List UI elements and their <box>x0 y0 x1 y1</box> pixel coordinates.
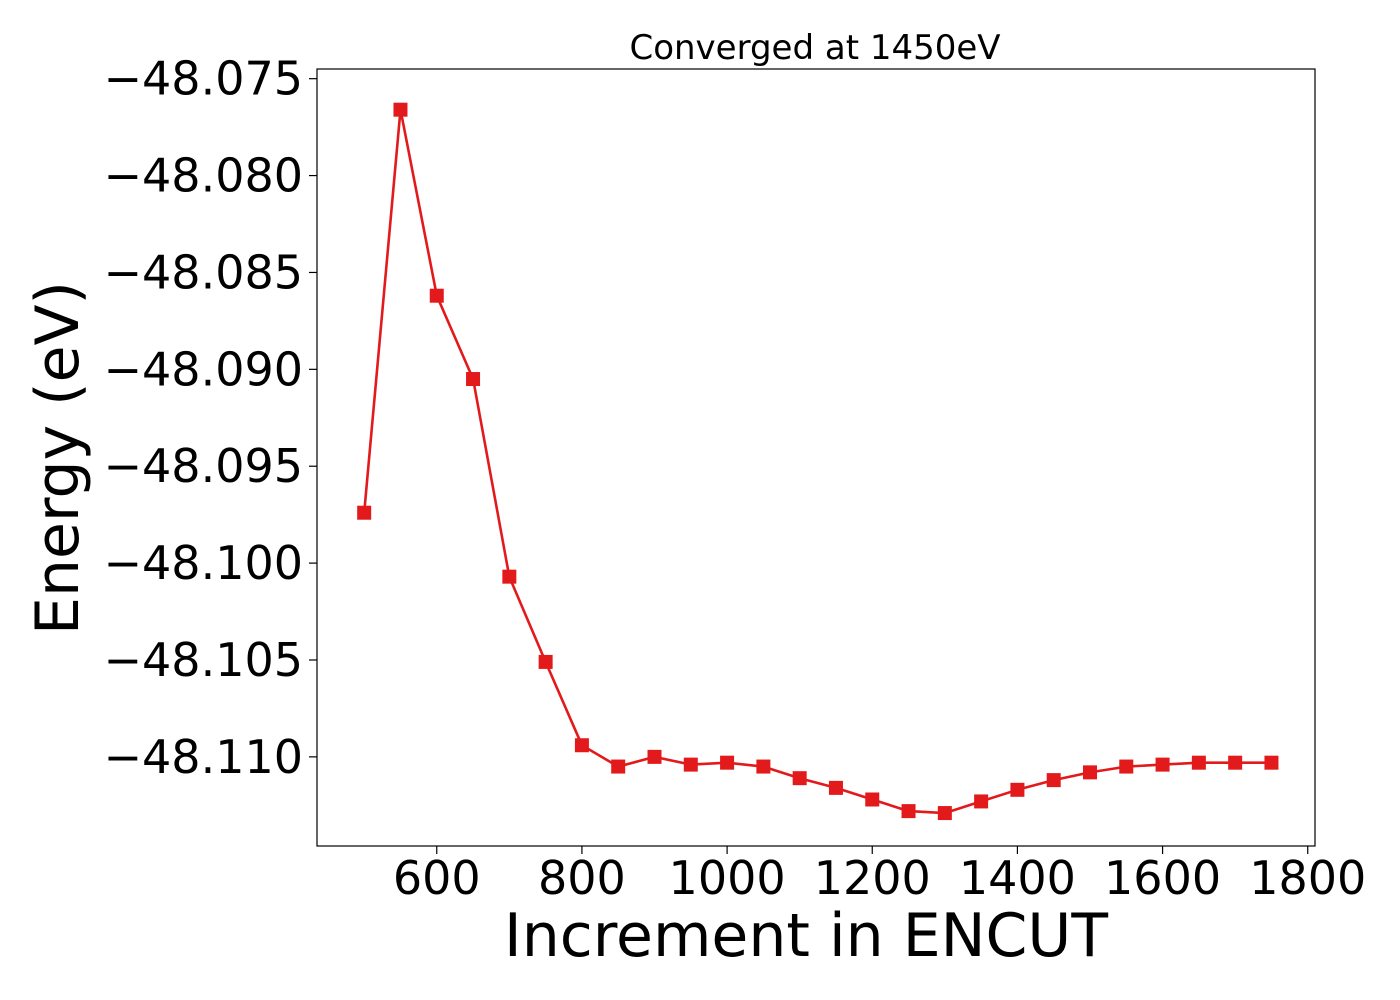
data-point <box>1155 757 1170 772</box>
data-point <box>647 749 662 764</box>
y-tick-label: −48.110 <box>104 730 304 784</box>
data-point <box>357 505 372 520</box>
data-point <box>1264 755 1279 770</box>
data-point <box>1191 755 1206 770</box>
data-point <box>1010 782 1025 797</box>
data-point <box>756 759 771 774</box>
data-point <box>611 759 626 774</box>
data-point <box>792 771 807 786</box>
data-point <box>974 794 989 809</box>
y-tick-label: −48.075 <box>104 52 304 106</box>
data-point <box>865 792 880 807</box>
x-axis: 600 800 1000 1200 1400 1600 1800 <box>393 846 1366 905</box>
data-point <box>1046 773 1061 788</box>
x-tick-label: 1000 <box>669 851 786 905</box>
y-tick-label: −48.095 <box>104 439 304 493</box>
x-tick-label: 600 <box>393 851 481 905</box>
y-tick-label: −48.100 <box>104 536 304 590</box>
x-tick-label: 1600 <box>1104 851 1221 905</box>
y-tick-label: −48.080 <box>104 149 304 203</box>
y-axis: −48.075 −48.080 −48.085 −48.090 −48.095 −48.1… <box>104 52 317 784</box>
plot-frame <box>316 68 1316 847</box>
data-point <box>1228 755 1243 770</box>
data-point <box>466 372 481 387</box>
chart-title: Converged at 1450eV <box>629 28 1000 68</box>
data-point <box>720 755 735 770</box>
data-point <box>901 804 916 819</box>
data-point <box>937 806 952 821</box>
data-point <box>429 288 444 303</box>
x-tick-label: 800 <box>538 851 626 905</box>
data-point <box>828 780 843 795</box>
y-axis-label: Energy (eV) <box>23 281 93 635</box>
data-point <box>574 738 589 753</box>
data-point <box>1082 765 1097 780</box>
data-point <box>683 757 698 772</box>
x-tick-label: 1200 <box>814 851 931 905</box>
data-point <box>502 569 517 584</box>
data-point <box>1119 759 1134 774</box>
x-tick-label: 1400 <box>959 851 1076 905</box>
y-tick-label: −48.105 <box>104 633 304 687</box>
data-point <box>538 654 553 669</box>
series-line <box>362 108 1272 815</box>
x-tick-label: 1800 <box>1249 851 1366 905</box>
y-tick-label: −48.085 <box>104 245 304 299</box>
energy-series <box>357 102 1279 821</box>
data-point <box>393 102 408 117</box>
x-axis-label: Increment in ENCUT <box>504 901 1108 971</box>
y-tick-label: −48.090 <box>104 342 304 396</box>
